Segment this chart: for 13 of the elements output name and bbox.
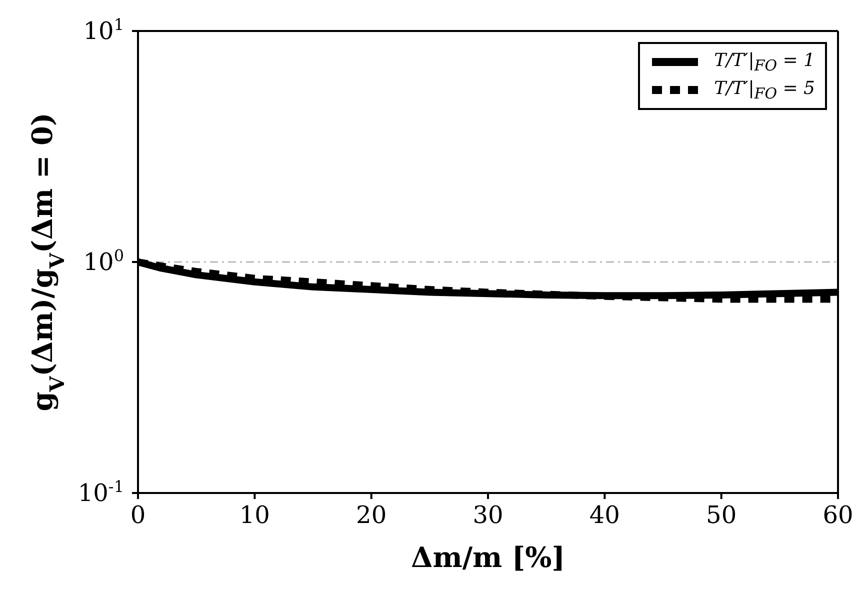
y-tick-label: 10$^{0}$ bbox=[83, 246, 124, 276]
x-tick-label: 10 bbox=[239, 501, 270, 529]
x-tick-label: 30 bbox=[472, 501, 504, 529]
x-tick-label: 0 bbox=[130, 501, 146, 529]
x-tick-label: 40 bbox=[589, 501, 620, 529]
legend-label: T/T′|$_{FO}$ = 1 bbox=[714, 50, 815, 74]
y-tick-label: 10$^{1}$ bbox=[83, 14, 124, 45]
x-tick-label: 50 bbox=[706, 501, 737, 529]
x-tick-label: 20 bbox=[356, 501, 387, 529]
legend-label: T/T′|$_{FO}$ = 5 bbox=[714, 78, 815, 102]
x-tick-label: 60 bbox=[822, 501, 854, 529]
x-axis-title: Δm/m [%] bbox=[410, 541, 566, 574]
y-tick-label: 10$^{-1}$ bbox=[78, 476, 124, 507]
